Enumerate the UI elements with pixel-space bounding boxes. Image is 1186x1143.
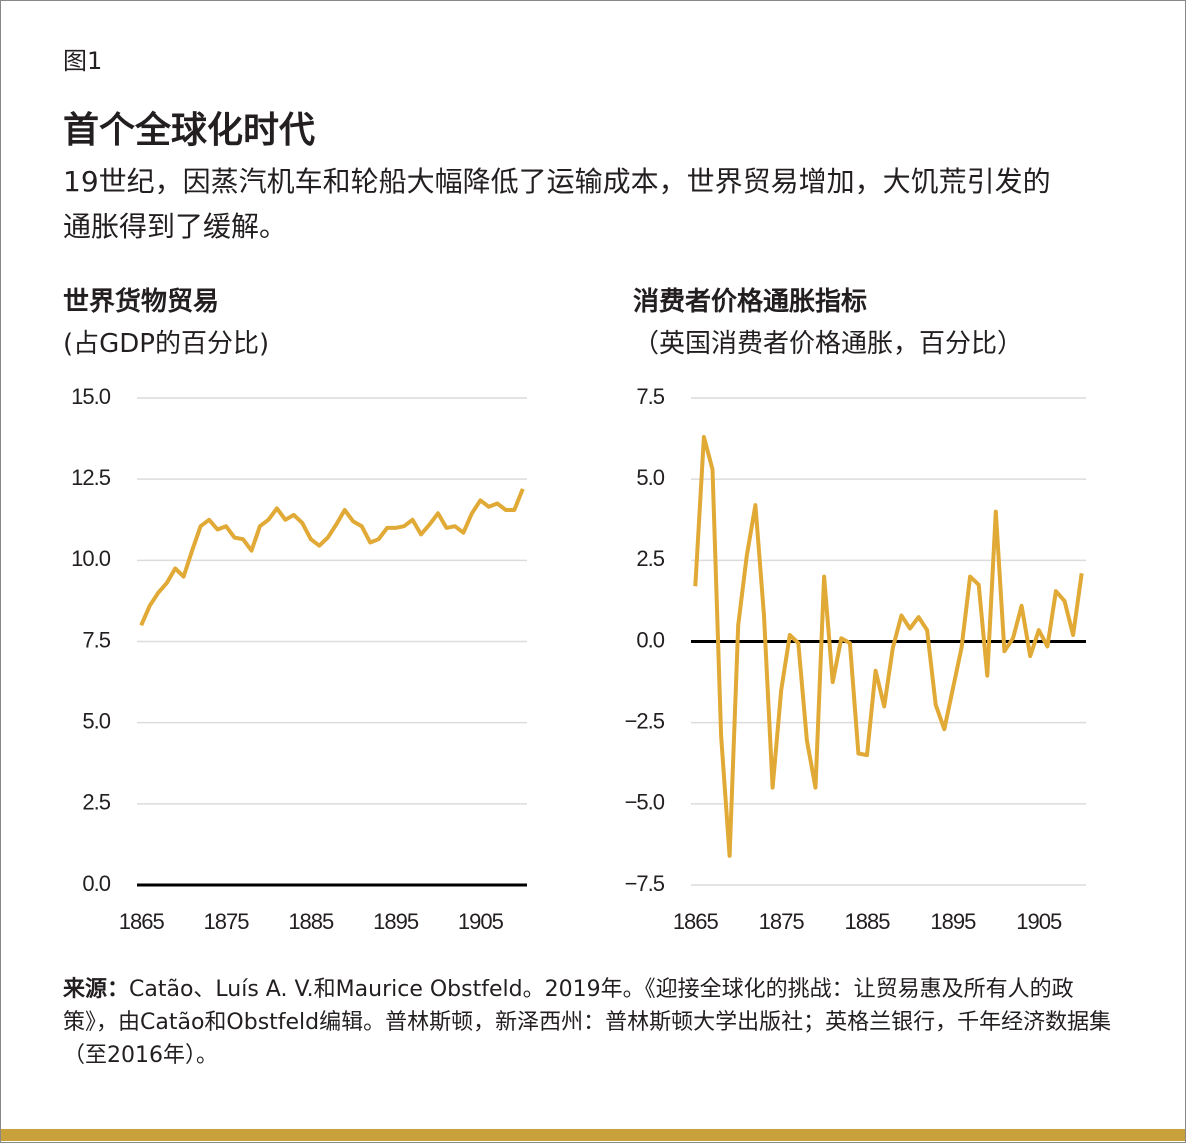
figure-label: 图1	[63, 47, 103, 75]
data-line	[139, 488, 525, 627]
y-tick-label: 5.0	[636, 465, 664, 490]
y-tick-label: 15.0	[71, 384, 111, 409]
x-tick-label: 1885	[845, 909, 891, 934]
chart-subtitle: (占GDP的百分比)	[63, 329, 270, 359]
x-tick-label: 1865	[673, 909, 719, 934]
chart-subtitle: （英国消费者价格通胀，百分比）	[633, 329, 1024, 359]
x-tick-label: 1905	[458, 909, 504, 934]
y-tick-label: 12.5	[71, 465, 111, 490]
charts: 0.0 2.5 5.0 7.5 10.0 12.5 15.0 1865 1875 1885 1895…	[71, 384, 1086, 934]
y-tick-label: 2.5	[636, 546, 664, 571]
chart-title: 消费者价格通胀指标	[633, 287, 868, 317]
x-tick-label: 1875	[204, 909, 250, 934]
x-tick-label: 1895	[373, 909, 419, 934]
y-tick-label: 7.5	[636, 384, 664, 409]
x-tick-label: 1885	[288, 909, 334, 934]
y-tick-label: 10.0	[71, 546, 111, 571]
source: 来源：Catão、Luís A. V.和Maurice Obstfeld。201…	[63, 973, 1118, 1072]
y-tick-label: 0.0	[636, 627, 664, 652]
x-tick-label: 1905	[1016, 909, 1062, 934]
title: 首个全球化时代	[63, 110, 316, 151]
y-tick-label: −5.0	[625, 790, 665, 815]
bottom-rule	[1, 1129, 1185, 1141]
chart-title: 世界货物贸易	[63, 287, 220, 317]
y-tick-label: 2.5	[82, 790, 110, 815]
x-tick-label: 1875	[759, 909, 805, 934]
x-tick-label: 1865	[119, 909, 165, 934]
data-line	[693, 435, 1084, 858]
x-tick-label: 1895	[930, 909, 976, 934]
y-tick-label: −2.5	[625, 708, 665, 733]
y-tick-label: 0.0	[82, 871, 110, 896]
source-text: Catão、Luís A. V.和Maurice Obstfeld。2019年。…	[63, 977, 1112, 1068]
y-tick-label: 7.5	[82, 627, 110, 652]
y-tick-label: 5.0	[82, 708, 110, 733]
y-tick-label: −7.5	[625, 871, 665, 896]
subtitle: 19世纪，因蒸汽机车和轮船大幅降低了运输成本，世界贸易增加，大饥荒引发的通胀得到…	[63, 165, 1051, 243]
source-label: 来源：	[63, 977, 130, 1002]
